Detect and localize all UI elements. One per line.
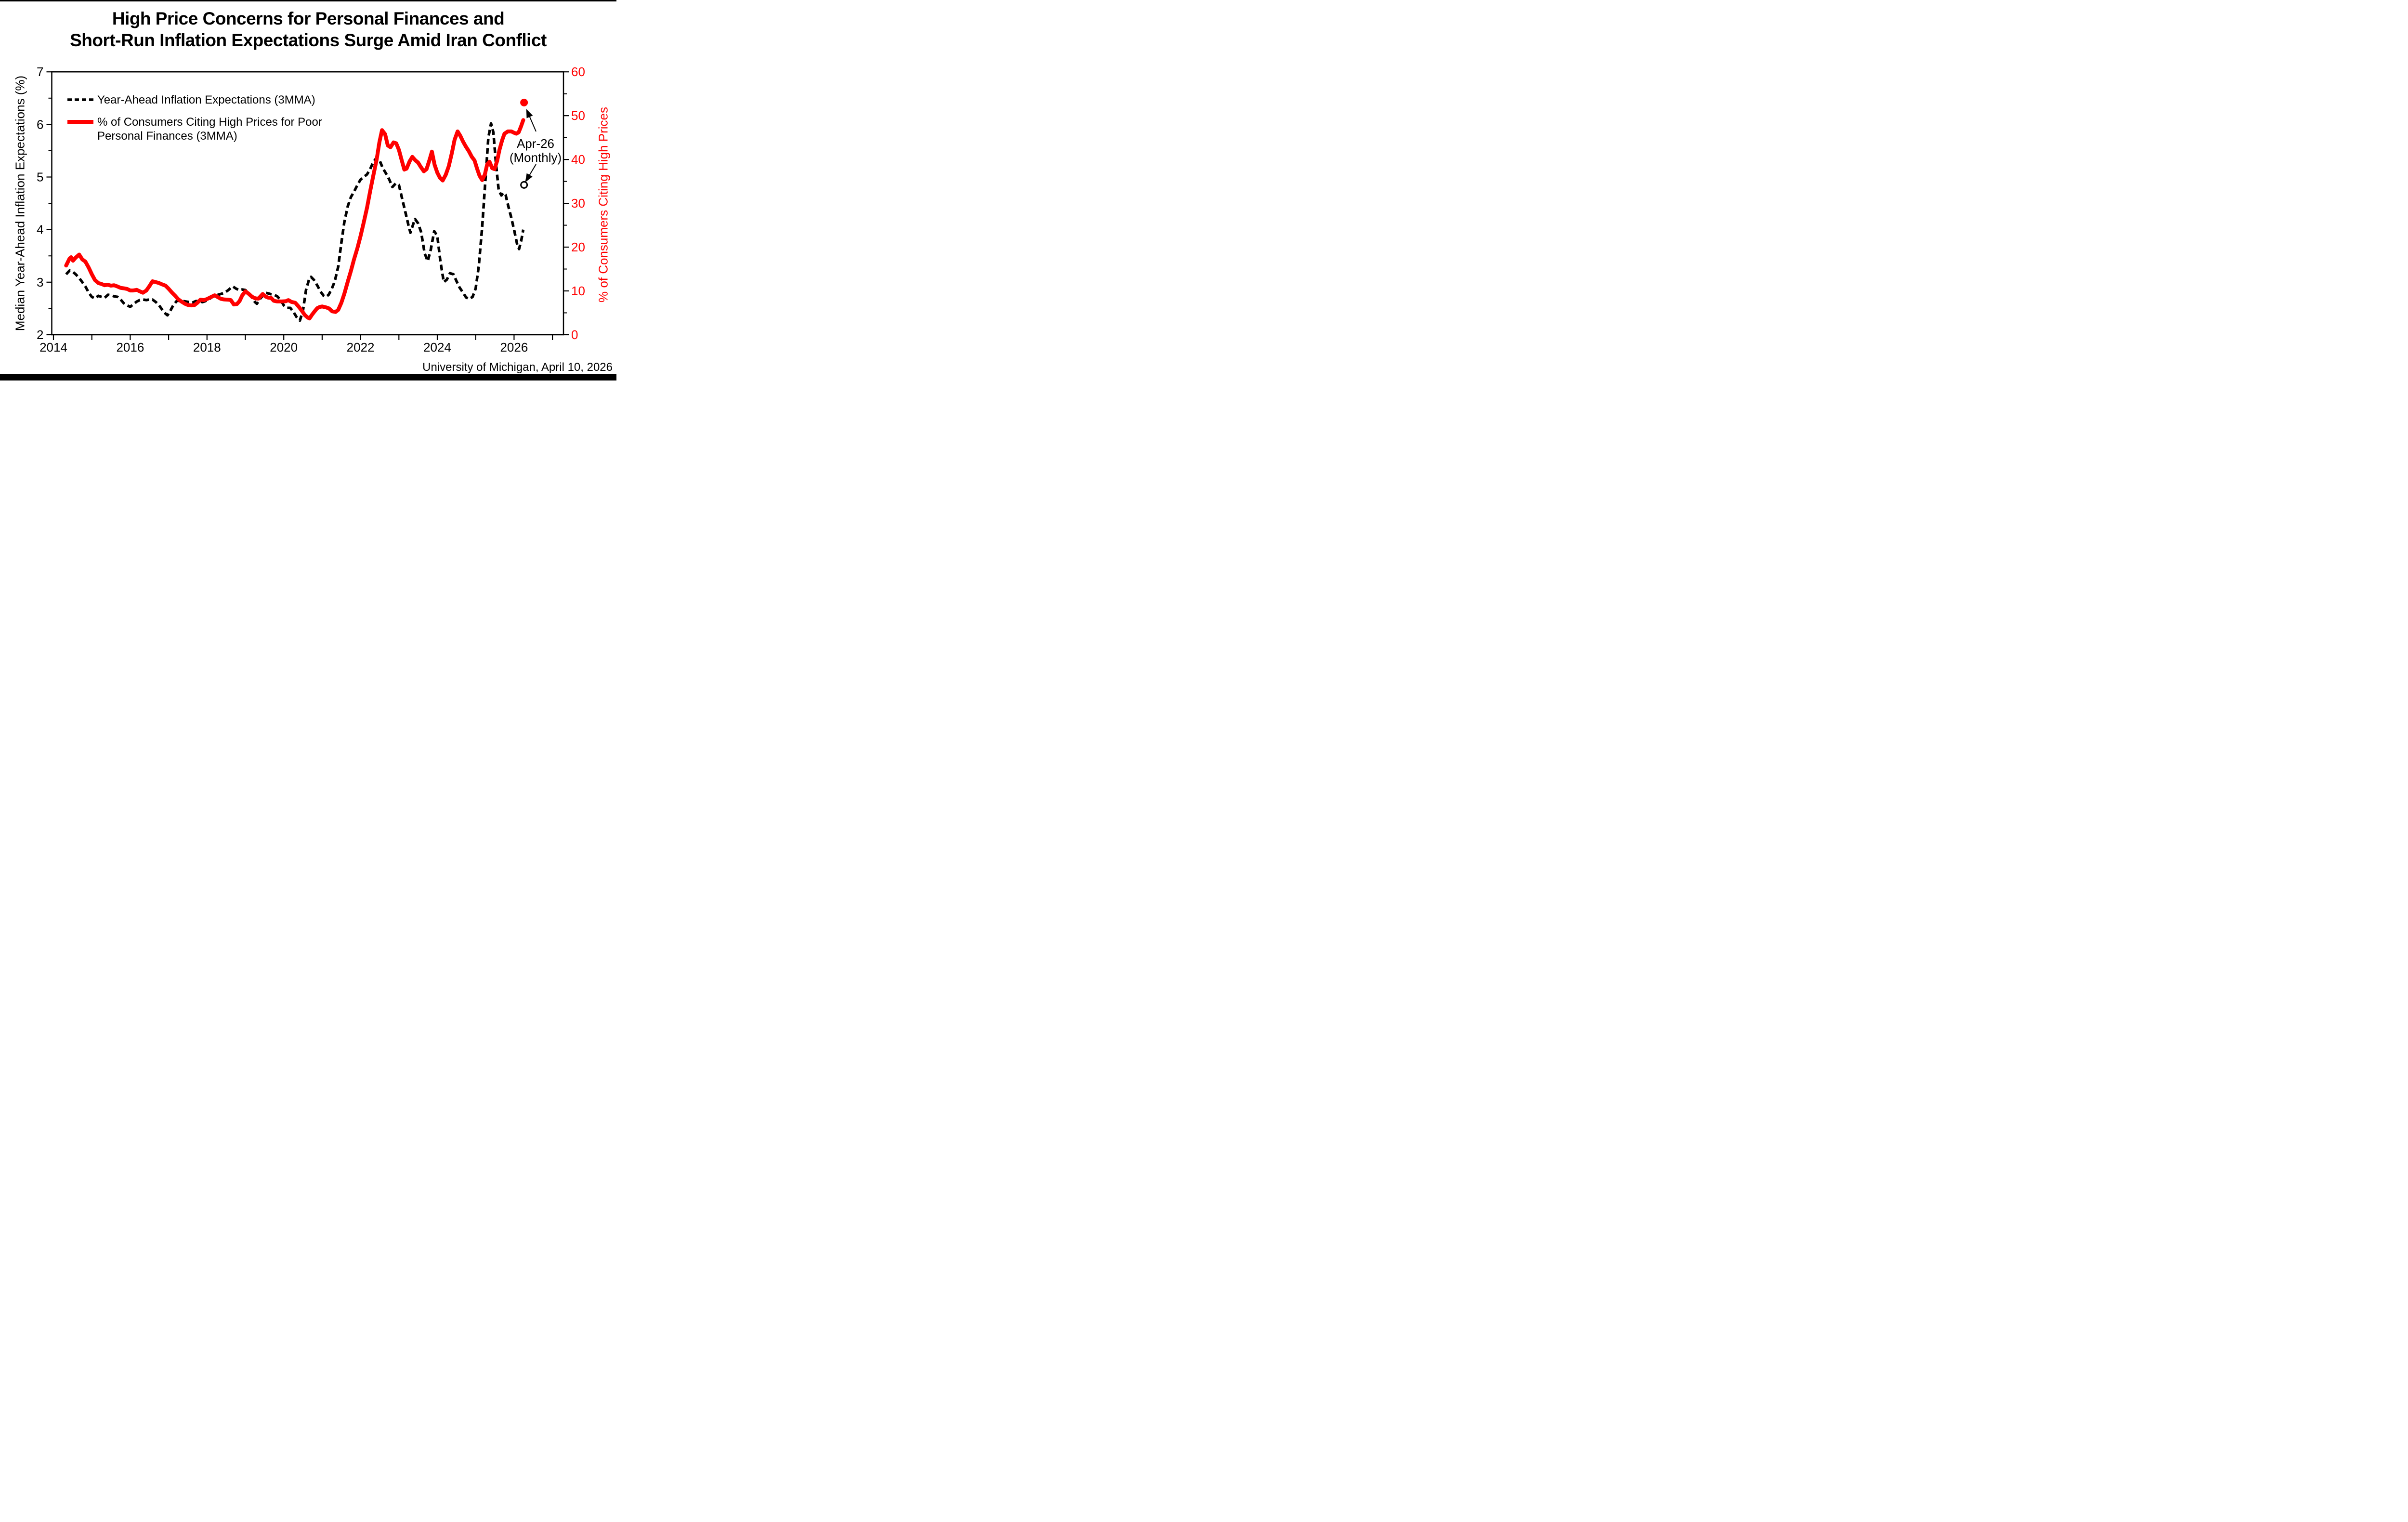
legend-item-high-prices: % of Consumers Citing High Prices for Po… (67, 115, 322, 143)
y-right-tick-label: 30 (571, 196, 585, 210)
figure: High Price Concerns for Personal Finance… (0, 0, 616, 380)
arrow-to-red-dot (526, 109, 537, 132)
chart-title: High Price Concerns for Personal Finance… (0, 8, 616, 51)
chart-title-line1: High Price Concerns for Personal Finance… (112, 9, 505, 28)
y-axis-right-ticks (563, 71, 569, 336)
annotation-apr-26: Apr-26 (Monthly) (497, 137, 574, 165)
inflation-expectations-path (65, 122, 525, 322)
annotation-line2: (Monthly) (509, 150, 562, 165)
legend-label-inflation: Year-Ahead Inflation Expectations (3MMA) (97, 93, 315, 106)
y-axis-left-tick-labels: 2 3 4 5 6 7 (37, 65, 43, 342)
x-tick-label: 2016 (116, 340, 144, 354)
apr-26-red-dot-marker (520, 98, 528, 106)
high-prices-path (64, 118, 525, 321)
y-left-tick-label: 3 (37, 275, 43, 289)
y-left-tick-label: 6 (37, 117, 43, 131)
y-left-tick-label: 2 (37, 328, 43, 342)
monthly-markers (520, 98, 528, 189)
y-axis-left-label: Median Year-Ahead Inflation Expectations… (13, 75, 27, 331)
annotation-line1: Apr-26 (516, 136, 555, 151)
chart-plot-area: 2014 2016 2018 2020 2022 2024 2026 2 3 4 5 6 7 0 10 2… (37, 65, 585, 354)
x-tick-label: 2014 (39, 340, 67, 354)
high-prices-line (64, 118, 525, 321)
x-tick-label: 2020 (270, 340, 298, 354)
y-axis-right-label: % of Consumers Citing High Prices (596, 106, 611, 303)
y-axis-left-ticks (46, 71, 52, 336)
dashed-line-sample-icon (67, 98, 93, 101)
y-right-tick-label: 50 (571, 108, 585, 123)
y-left-tick-label: 4 (37, 223, 43, 237)
legend-item-inflation: Year-Ahead Inflation Expectations (3MMA) (67, 93, 322, 107)
legend-label-high-prices: % of Consumers Citing High Prices for Po… (97, 116, 322, 143)
red-line-sample-icon (67, 120, 93, 124)
x-tick-label: 2022 (347, 340, 375, 354)
y-right-tick-label: 60 (571, 65, 585, 79)
x-axis-tick-labels: 2014 2016 2018 2020 2022 2024 2026 (39, 340, 528, 354)
chart-title-line2: Short-Run Inflation Expectations Surge A… (70, 30, 547, 50)
y-axis-right-tick-labels: 0 10 20 30 40 50 60 (571, 65, 585, 342)
x-tick-label: 2024 (423, 340, 451, 354)
top-border-bar (0, 0, 616, 1)
y-left-tick-label: 7 (37, 65, 43, 79)
x-axis-ticks (52, 335, 553, 340)
legend: Year-Ahead Inflation Expectations (3MMA)… (67, 93, 322, 151)
apr-26-open-circle-marker (520, 181, 528, 189)
annotation-arrows (525, 109, 537, 183)
source-credit: University of Michigan, April 10, 2026 (422, 361, 613, 374)
x-tick-label: 2026 (500, 340, 528, 354)
y-right-tick-label: 10 (571, 284, 585, 298)
bottom-border-bar (0, 374, 616, 380)
x-tick-label: 2018 (193, 340, 221, 354)
y-right-tick-label: 20 (571, 240, 585, 254)
inflation-expectations-line (65, 122, 525, 322)
y-right-tick-label: 0 (571, 328, 578, 342)
y-right-tick-label: 40 (571, 152, 585, 167)
arrow-to-open-circle (525, 164, 537, 183)
y-left-tick-label: 5 (37, 170, 43, 184)
